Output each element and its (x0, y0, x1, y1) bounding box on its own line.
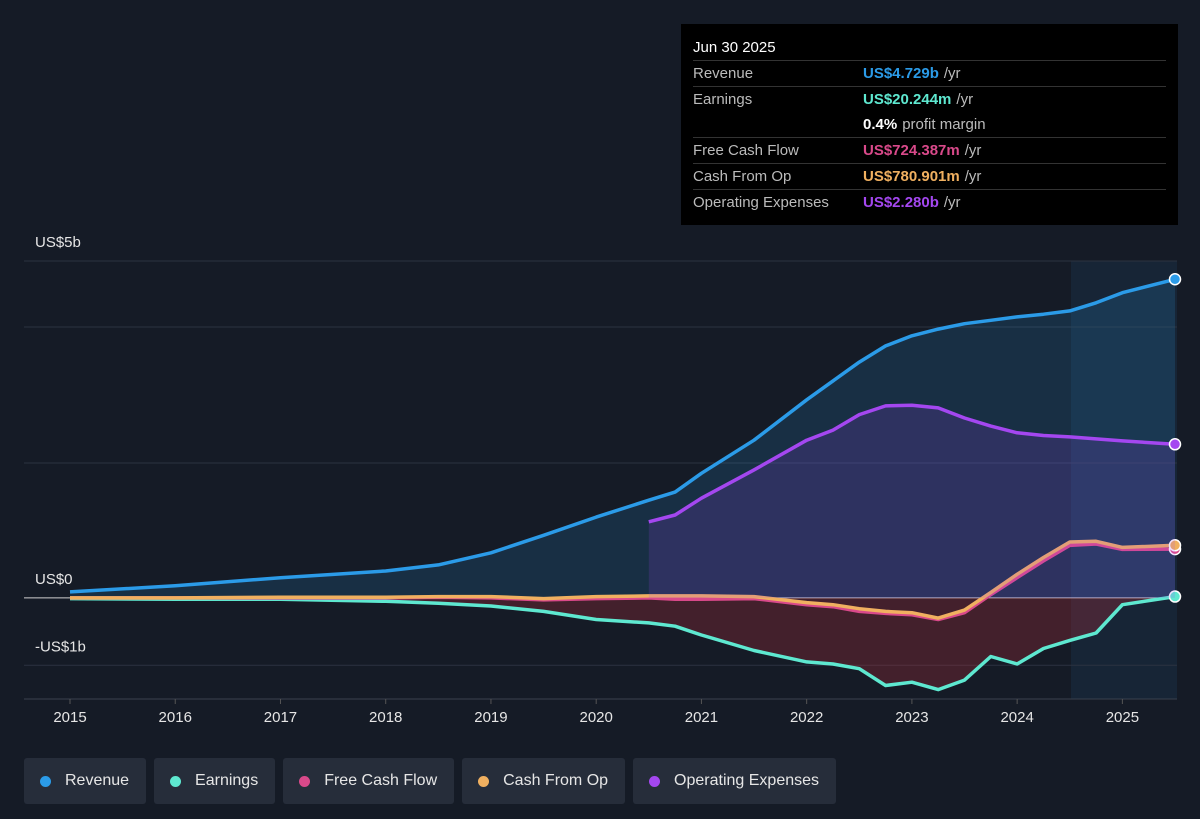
tooltip-row: Revenue US$4.729b/yr (693, 60, 1166, 86)
tooltip-unit: /yr (943, 194, 961, 211)
legend-dot (40, 775, 51, 787)
tooltip: Jun 30 2025 Revenue US$4.729b/yr Earnings US… (681, 24, 1178, 225)
tooltip-row: 0.4% profit margin (693, 112, 1166, 137)
x-tick-label: 2020 (580, 709, 613, 726)
tooltip-value: US$724.387m (863, 142, 960, 159)
tooltip-value: US$20.244m (863, 91, 952, 108)
tooltip-date: Jun 30 2025 (693, 39, 776, 56)
tooltip-value: US$4.729b (863, 65, 939, 82)
area-fill (648, 405, 1175, 598)
tooltip-value: US$2.280b (863, 194, 939, 211)
end-point (1168, 273, 1182, 286)
tooltip-unit: /yr (943, 65, 961, 82)
legend-item[interactable]: Cash From Op (462, 758, 626, 804)
legend-item[interactable]: Operating Expenses (633, 758, 837, 804)
area-fill (70, 279, 1175, 598)
x-tick-label: 2021 (685, 709, 718, 726)
y-tick-label: US$0 (35, 571, 73, 588)
x-tick-label: 2019 (474, 709, 507, 726)
x-tick-label: 2022 (790, 709, 823, 726)
tooltip-unit: /yr (964, 142, 982, 159)
x-tick-label: 2015 (53, 709, 86, 726)
legend-item[interactable]: Earnings (154, 758, 276, 804)
legend-dot (649, 775, 661, 787)
legend-dot (478, 775, 490, 787)
series-line (70, 539, 1176, 620)
forecast-region (1071, 261, 1177, 699)
tooltip-value: 0.4% (863, 116, 898, 133)
x-tick-label: 2023 (895, 709, 928, 726)
x-tick-label: 2025 (1106, 709, 1139, 726)
tooltip-row: Operating Expenses US$2.280b/yr (693, 189, 1166, 215)
tooltip-label: Free Cash Flow (693, 142, 799, 159)
end-point (1168, 539, 1182, 552)
series-line (69, 277, 1176, 594)
tooltip-label: Cash From Op (693, 168, 792, 185)
x-tick-label: 2017 (264, 709, 297, 726)
tooltip-label: Revenue (693, 65, 754, 82)
tooltip-label: Earnings (693, 91, 753, 108)
tooltip-row: Free Cash Flow US$724.387m/yr (693, 137, 1166, 163)
tooltip-unit: /yr (964, 168, 982, 185)
tooltip-row: Cash From Op US$780.901m/yr (693, 163, 1166, 189)
tooltip-row: Earnings US$20.244m/yr (693, 86, 1166, 112)
tooltip-value: US$780.901m (863, 168, 960, 185)
series-line (648, 403, 1176, 524)
tooltip-unit: /yr (956, 91, 974, 108)
legend-item[interactable]: Free Cash Flow (283, 758, 455, 804)
end-point (1168, 438, 1182, 451)
legend-item[interactable]: Revenue (24, 758, 147, 804)
x-tick-label: 2024 (1000, 709, 1033, 726)
tooltip-label: Operating Expenses (693, 194, 829, 211)
legend-label: Operating Expenses (674, 772, 820, 789)
legend-dot (299, 775, 311, 787)
y-tick-label: -US$1b (35, 638, 86, 655)
legend-label: Earnings (195, 772, 259, 789)
tooltip-label (693, 112, 863, 137)
series-line (69, 594, 1176, 692)
legend-label: Cash From Op (503, 772, 609, 789)
legend: Revenue Earnings Free Cash Flow Cash From O… (24, 758, 837, 804)
tooltip-unit: profit margin (902, 116, 986, 133)
legend-label: Revenue (65, 772, 130, 789)
legend-label: Free Cash Flow (324, 772, 438, 789)
x-tick-label: 2018 (369, 709, 402, 726)
area-fill (70, 596, 1175, 690)
end-point (1168, 590, 1182, 603)
legend-dot (170, 775, 182, 787)
y-tick-label: US$5b (35, 234, 81, 251)
x-tick-label: 2016 (159, 709, 192, 726)
